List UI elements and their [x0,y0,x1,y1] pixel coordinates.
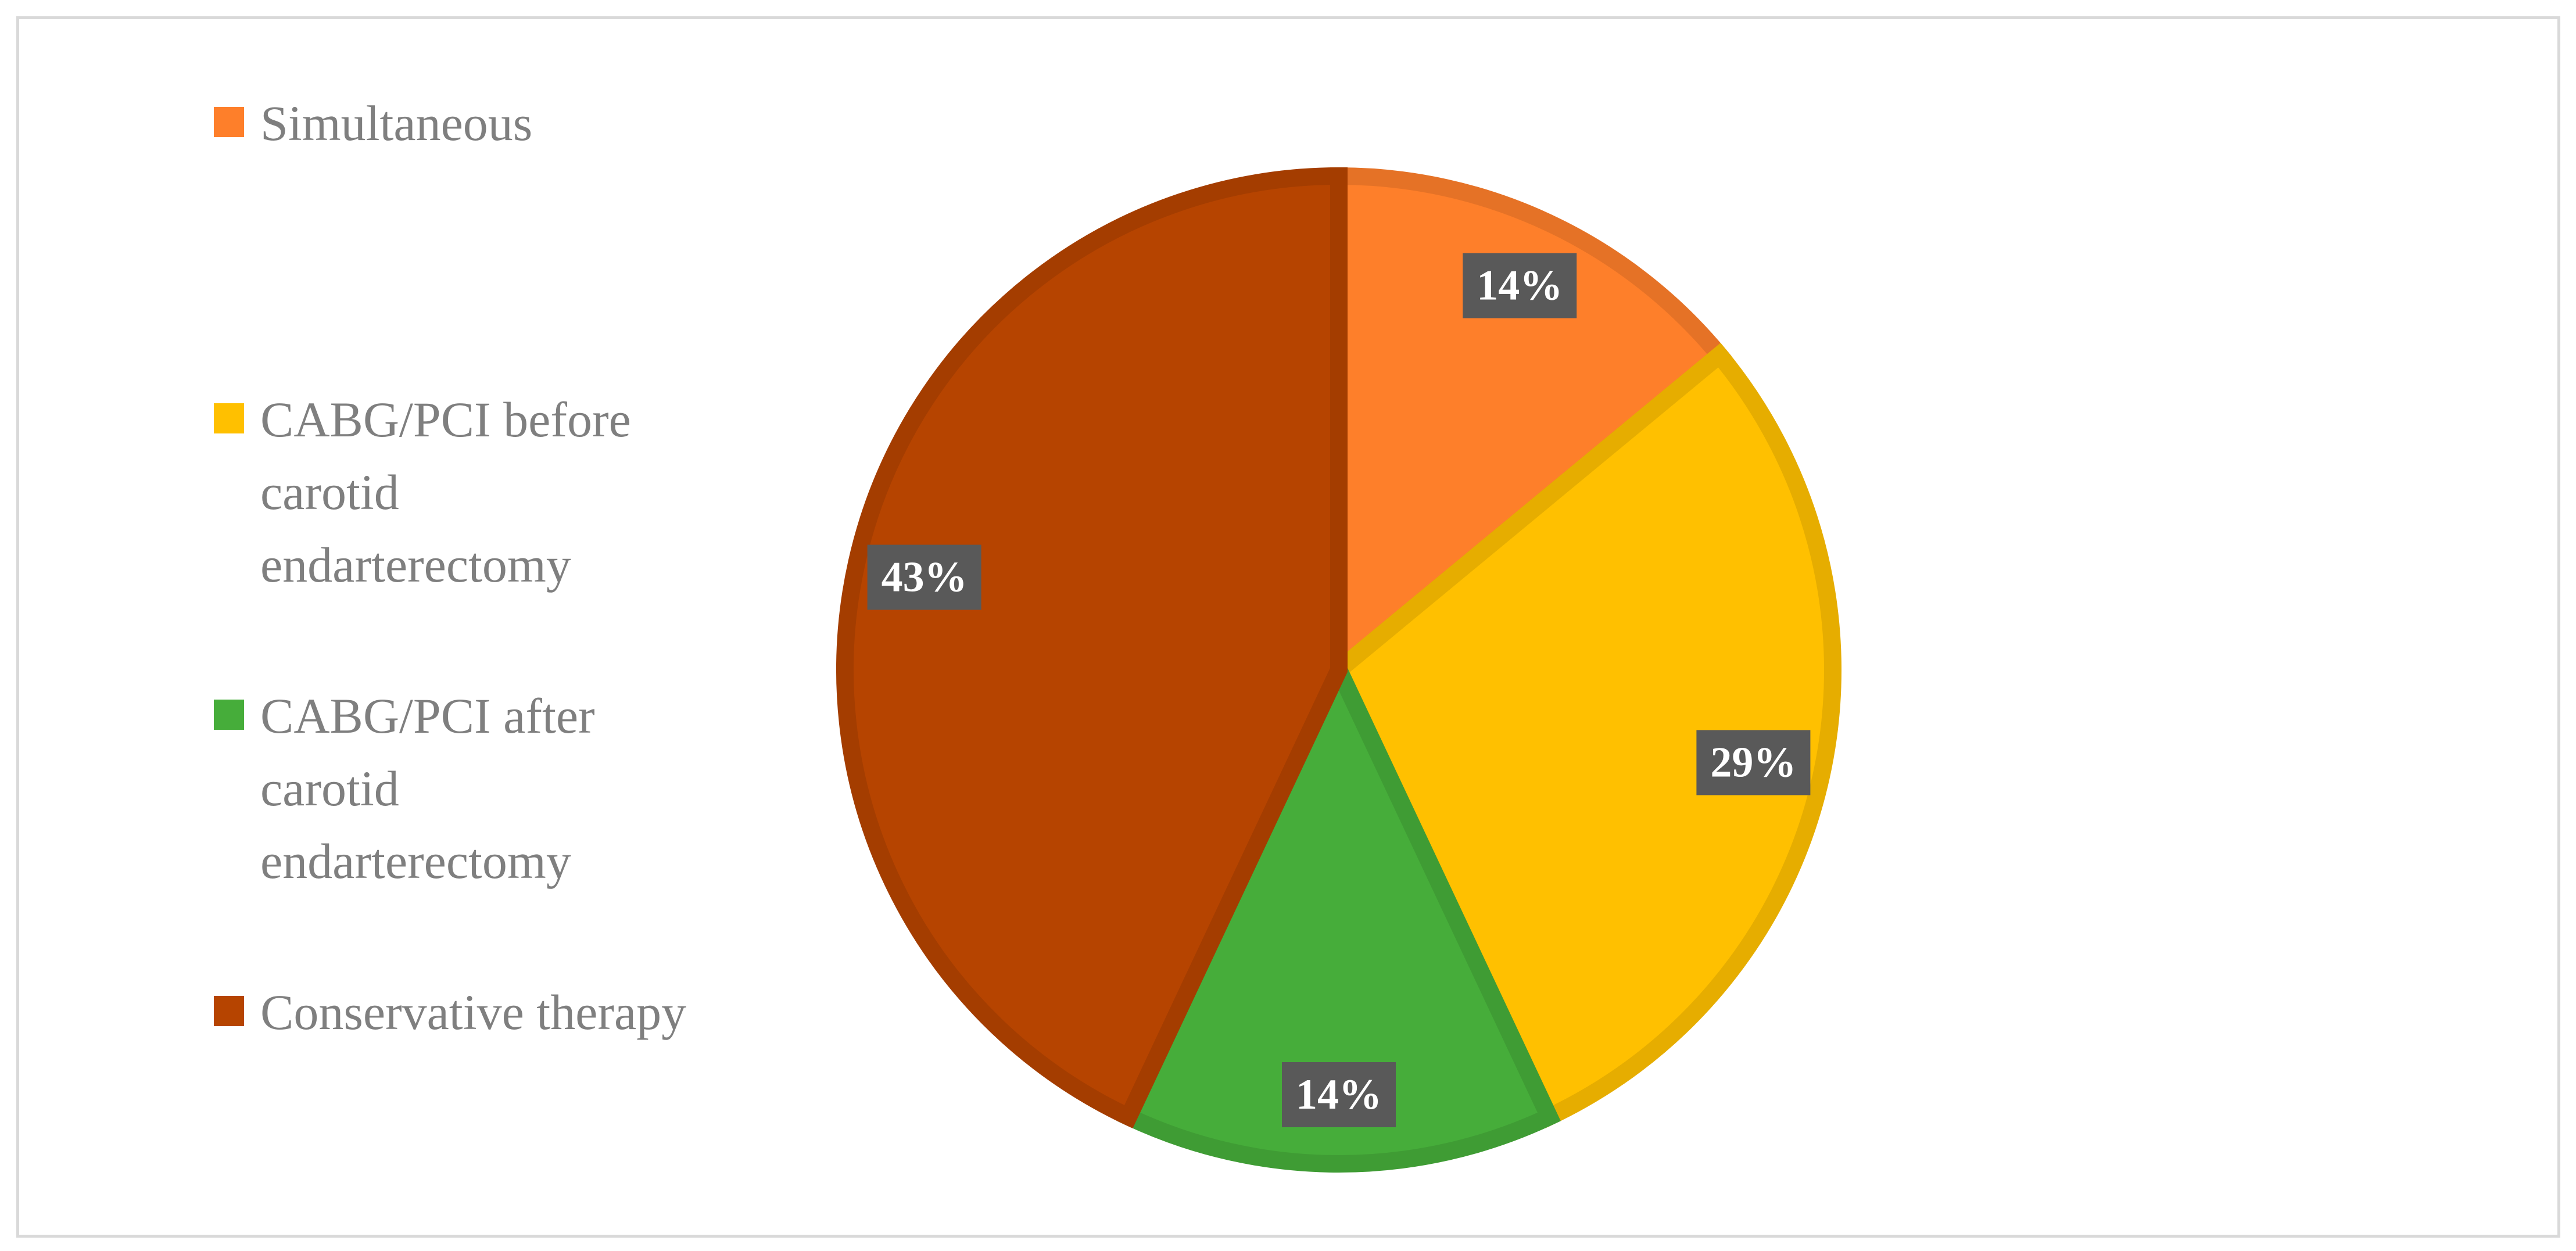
legend-label: CABG/PCI before carotid endarterectomy [260,392,631,593]
data-label: 14% [1296,1071,1382,1119]
pie-slice [1330,167,1732,689]
legend-swatch [214,996,244,1026]
legend-swatch [214,403,244,433]
data-label: 14% [1477,262,1563,310]
legend-label: Simultaneous [260,95,533,151]
legend-item: Simultaneous [214,87,702,160]
legend-label: CABG/PCI after carotid endarterectomy [260,688,595,889]
data-label-box [867,544,981,610]
legend-label: Conservative therapy [260,984,687,1040]
legend-swatch [214,107,244,137]
legend: Simultaneous CABG/PCI before carotid enda… [214,87,737,1049]
data-label: 43% [882,554,968,601]
pie-slice [1117,649,1561,1173]
pie-slice [836,167,1348,1129]
data-label-box [1696,730,1811,795]
legend-swatch [214,700,244,730]
legend-item: CABG/PCI before carotid endarterectomy [214,383,702,601]
data-label: 29% [1710,739,1796,786]
data-label-box [1463,253,1577,318]
data-label-box [1282,1062,1396,1127]
legend-item: CABG/PCI after carotid endarterectomy [214,680,702,898]
legend-item: Conservative therapy [214,976,702,1049]
